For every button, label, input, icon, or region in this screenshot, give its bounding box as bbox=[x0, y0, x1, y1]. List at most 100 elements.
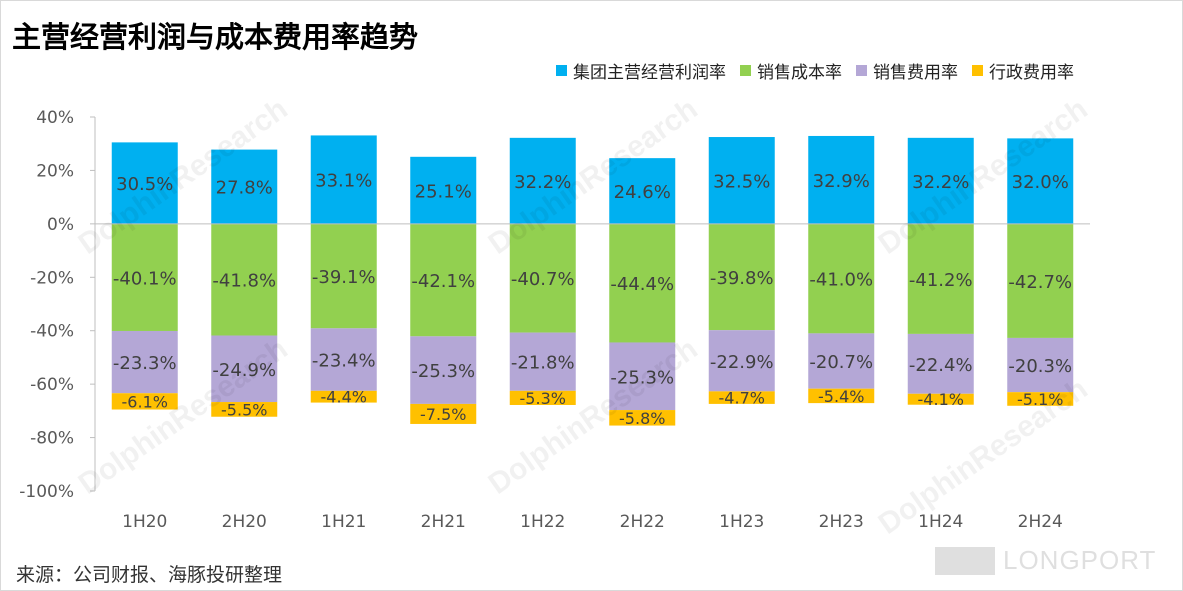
bar-cost-of-sales-1H21 bbox=[310, 223, 377, 329]
x-tick-label-2H23: 2H23 bbox=[819, 512, 864, 532]
bar-cost-of-sales-2H22 bbox=[609, 223, 676, 343]
data-label-admin-expense-2H21: -7.5% bbox=[420, 405, 466, 424]
x-tick-label-1H23: 1H23 bbox=[719, 512, 764, 532]
bar-admin-expense-1H20 bbox=[111, 393, 178, 410]
bar-admin-expense-2H20 bbox=[211, 402, 278, 417]
data-label-selling-expense-2H21: -25.3% bbox=[411, 361, 475, 382]
data-label-admin-expense-1H23: -4.7% bbox=[719, 389, 765, 408]
bar-selling-expense-1H21 bbox=[310, 328, 377, 391]
bar-labels: 30.5% -40.1% -23.3% -6.1% 27.8% -41.8% -24.9% -… bbox=[113, 171, 1072, 428]
legend-label-selling-expense: 销售费用率 bbox=[873, 62, 958, 83]
bar-admin-expense-1H22 bbox=[509, 390, 576, 405]
legend-swatch-cost-of-sales bbox=[740, 64, 751, 76]
bar-cost-of-sales-1H23 bbox=[708, 223, 775, 331]
x-tick-label-2H21: 2H21 bbox=[421, 512, 466, 532]
data-label-selling-expense-2H22: -25.3% bbox=[610, 367, 674, 388]
data-label-operating-margin-2H23: 32.9% bbox=[813, 171, 870, 192]
data-label-admin-expense-2H20: -5.5% bbox=[221, 400, 267, 419]
bar-admin-expense-1H24 bbox=[907, 393, 974, 405]
y-tick-label: -100% bbox=[19, 482, 74, 502]
bar-operating-margin-2H23 bbox=[808, 135, 875, 224]
bar-admin-expense-2H21 bbox=[410, 403, 477, 424]
bar-operating-margin-1H21 bbox=[310, 135, 377, 224]
data-label-admin-expense-2H23: -5.4% bbox=[818, 387, 864, 406]
data-label-cost-of-sales-2H21: -42.1% bbox=[411, 271, 475, 292]
legend-item-selling-expense: 销售费用率 bbox=[856, 58, 958, 83]
data-label-selling-expense-1H24: -22.4% bbox=[909, 355, 973, 376]
data-label-admin-expense-2H22: -5.8% bbox=[619, 409, 665, 428]
legend-label-cost-of-sales: 销售成本率 bbox=[757, 62, 842, 83]
y-tick-label: 20% bbox=[36, 161, 74, 181]
data-label-operating-margin-1H20: 30.5% bbox=[116, 174, 173, 195]
legend-item-cost-of-sales: 销售成本率 bbox=[740, 58, 842, 83]
legend-swatch-operating-margin bbox=[556, 64, 567, 76]
y-axis: 40% 20% 0% -20% -40% -60% -80% -100% bbox=[19, 108, 96, 502]
data-label-selling-expense-1H22: -21.8% bbox=[511, 353, 575, 374]
y-tick-label: -20% bbox=[30, 268, 74, 288]
data-label-operating-margin-1H23: 32.5% bbox=[713, 171, 770, 192]
data-label-cost-of-sales-1H22: -40.7% bbox=[511, 269, 575, 290]
x-tick-label-1H22: 1H22 bbox=[520, 512, 565, 532]
data-label-selling-expense-2H20: -24.9% bbox=[212, 360, 276, 381]
bar-operating-margin-2H20 bbox=[211, 149, 278, 224]
data-label-admin-expense-2H24: -5.1% bbox=[1017, 390, 1063, 409]
data-label-operating-margin-2H21: 25.1% bbox=[415, 181, 472, 202]
bar-operating-margin-1H22 bbox=[509, 137, 576, 224]
y-tick-label: -60% bbox=[30, 375, 74, 395]
data-label-cost-of-sales-2H22: -44.4% bbox=[610, 274, 674, 295]
bar-selling-expense-1H24 bbox=[907, 333, 974, 394]
bar-operating-margin-2H22 bbox=[609, 158, 676, 224]
data-label-cost-of-sales-2H24: -42.7% bbox=[1008, 272, 1072, 293]
bar-admin-expense-1H23 bbox=[708, 391, 775, 404]
x-tick-label-2H22: 2H22 bbox=[620, 512, 665, 532]
bar-operating-margin-1H23 bbox=[708, 137, 775, 224]
data-label-cost-of-sales-2H23: -41.0% bbox=[809, 270, 873, 291]
x-tick-label-2H20: 2H20 bbox=[222, 512, 267, 532]
legend-item-admin-expense: 行政费用率 bbox=[972, 58, 1074, 83]
bar-operating-margin-1H20 bbox=[111, 142, 178, 224]
data-label-selling-expense-1H20: -23.3% bbox=[113, 353, 177, 374]
longport-logo: LONGPORT bbox=[935, 545, 1156, 576]
source-note: 来源：公司财报、海豚投研整理 bbox=[16, 564, 283, 586]
bar-cost-of-sales-2H24 bbox=[1007, 223, 1074, 338]
bar-cost-of-sales-1H20 bbox=[111, 223, 178, 331]
bar-selling-expense-2H24 bbox=[1007, 337, 1074, 393]
y-tick-label: -80% bbox=[30, 429, 74, 449]
data-label-selling-expense-1H21: -23.4% bbox=[312, 351, 376, 372]
bar-selling-expense-2H21 bbox=[410, 336, 477, 404]
bar-operating-margin-2H24 bbox=[1007, 138, 1074, 224]
bar-admin-expense-2H24 bbox=[1007, 392, 1074, 406]
data-label-operating-margin-2H24: 32.0% bbox=[1012, 172, 1069, 193]
data-label-selling-expense-2H23: -20.7% bbox=[809, 352, 873, 373]
data-label-cost-of-sales-1H24: -41.2% bbox=[909, 270, 973, 291]
data-label-cost-of-sales-1H20: -40.1% bbox=[113, 268, 177, 289]
logo-mark-icon bbox=[935, 546, 995, 575]
bar-selling-expense-1H23 bbox=[708, 330, 775, 392]
bar-selling-expense-2H22 bbox=[609, 342, 676, 411]
bar-cost-of-sales-2H23 bbox=[808, 223, 875, 334]
bar-cost-of-sales-1H24 bbox=[907, 223, 974, 334]
bar-operating-margin-1H24 bbox=[907, 137, 974, 224]
data-label-cost-of-sales-1H21: -39.1% bbox=[312, 267, 376, 288]
legend-item-operating-margin: 集团主营经营利润率 bbox=[556, 58, 726, 83]
x-tick-label-1H20: 1H20 bbox=[122, 512, 167, 532]
x-tick-label-1H24: 1H24 bbox=[918, 512, 963, 532]
legend-label-admin-expense: 行政费用率 bbox=[989, 62, 1074, 83]
data-label-operating-margin-1H22: 32.2% bbox=[514, 172, 571, 193]
bar-admin-expense-1H21 bbox=[310, 390, 377, 403]
legend-swatch-selling-expense bbox=[856, 64, 867, 76]
data-label-selling-expense-2H24: -20.3% bbox=[1008, 356, 1072, 377]
data-label-operating-margin-1H24: 32.2% bbox=[912, 172, 969, 193]
data-label-cost-of-sales-1H23: -39.8% bbox=[710, 268, 774, 289]
logo-text: LONGPORT bbox=[1003, 545, 1157, 575]
bar-selling-expense-1H22 bbox=[509, 332, 576, 391]
bar-operating-margin-2H21 bbox=[410, 156, 477, 224]
bar-selling-expense-1H20 bbox=[111, 330, 178, 394]
bar-selling-expense-2H20 bbox=[211, 335, 278, 403]
x-tick-label-2H24: 2H24 bbox=[1018, 512, 1063, 532]
bar-cost-of-sales-2H20 bbox=[211, 223, 278, 336]
legend-label-operating-margin: 集团主营经营利润率 bbox=[573, 62, 726, 83]
data-label-operating-margin-2H20: 27.8% bbox=[216, 178, 273, 199]
data-label-operating-margin-1H21: 33.1% bbox=[315, 171, 372, 192]
x-axis: 1H20 2H20 1H21 2H21 1H22 2H22 1H23 2H23 1H24 2H24 bbox=[95, 223, 1090, 532]
